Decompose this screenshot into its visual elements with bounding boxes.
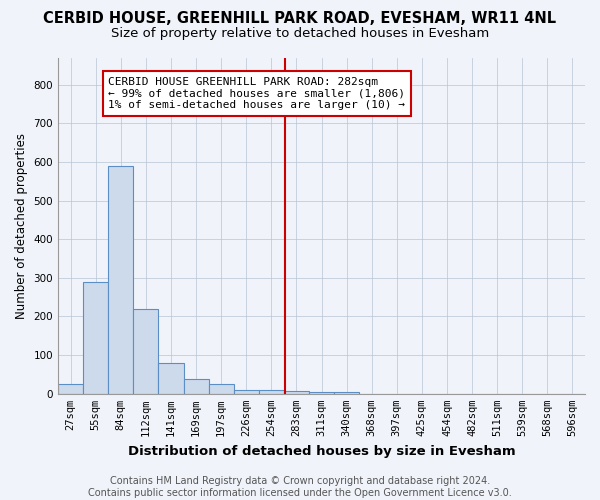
Bar [334,392,359,394]
Bar [209,384,233,394]
Bar [58,384,83,394]
Bar [233,390,259,394]
Text: CERBID HOUSE GREENHILL PARK ROAD: 282sqm
← 99% of detached houses are smaller (1: CERBID HOUSE GREENHILL PARK ROAD: 282sqm… [108,77,405,110]
Bar [259,390,284,394]
Text: CERBID HOUSE, GREENHILL PARK ROAD, EVESHAM, WR11 4NL: CERBID HOUSE, GREENHILL PARK ROAD, EVESH… [43,11,557,26]
Text: Contains HM Land Registry data © Crown copyright and database right 2024.
Contai: Contains HM Land Registry data © Crown c… [88,476,512,498]
Bar [184,379,209,394]
Bar [83,282,108,394]
Bar [284,390,309,394]
Bar [108,166,133,394]
Bar [309,392,334,394]
Text: Size of property relative to detached houses in Evesham: Size of property relative to detached ho… [111,28,489,40]
Y-axis label: Number of detached properties: Number of detached properties [15,132,28,318]
X-axis label: Distribution of detached houses by size in Evesham: Distribution of detached houses by size … [128,444,515,458]
Bar [133,309,158,394]
Bar [158,363,184,394]
